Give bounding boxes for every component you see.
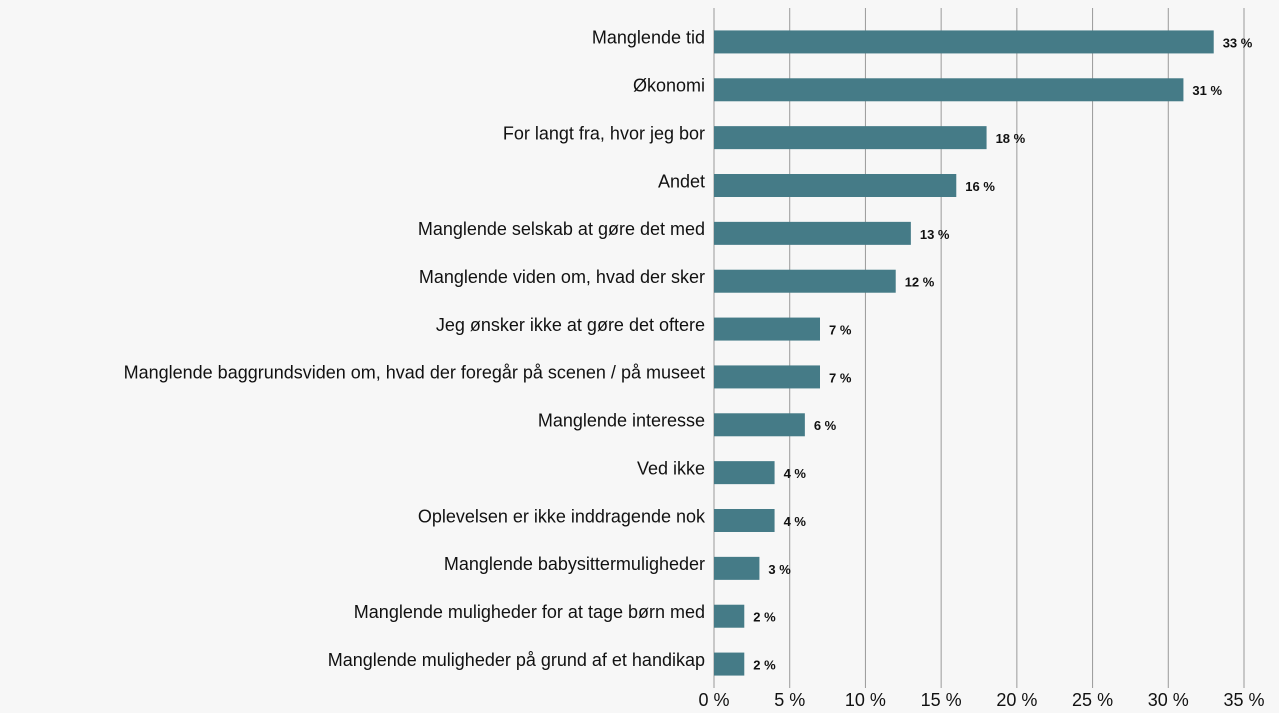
category-label: Manglende tid <box>592 28 705 48</box>
value-label: 12 % <box>905 275 935 290</box>
value-label: 3 % <box>768 562 791 577</box>
category-label: Jeg ønsker ikke at gøre det oftere <box>436 315 705 335</box>
value-label: 7 % <box>829 323 852 338</box>
x-tick-label: 0 % <box>698 690 729 710</box>
category-label: Manglende muligheder for at tage børn me… <box>354 602 705 622</box>
category-label: Andet <box>658 171 705 191</box>
bar <box>714 509 775 532</box>
value-label: 18 % <box>996 131 1026 146</box>
category-label: Manglende viden om, hvad der sker <box>419 267 705 287</box>
category-label: Manglende babysittermuligheder <box>444 554 705 574</box>
value-label: 16 % <box>965 179 995 194</box>
value-label: 4 % <box>784 466 807 481</box>
bar <box>714 461 775 485</box>
x-tick-label: 5 % <box>774 690 805 710</box>
x-tick-label: 20 % <box>996 690 1037 710</box>
x-tick-label: 30 % <box>1148 690 1189 710</box>
x-tick-label: 15 % <box>921 690 962 710</box>
bar <box>714 556 760 580</box>
value-label: 13 % <box>920 227 950 242</box>
bar <box>714 30 1214 54</box>
bar <box>714 652 745 676</box>
value-label: 4 % <box>784 514 807 529</box>
category-label: Oplevelsen er ikke inddragende nok <box>418 506 706 526</box>
bar <box>714 174 957 197</box>
value-label: 2 % <box>753 610 776 625</box>
bar <box>714 269 896 293</box>
value-label: 2 % <box>753 658 776 673</box>
bar <box>714 413 805 437</box>
bar <box>714 126 987 150</box>
value-label: 6 % <box>814 418 837 433</box>
bar <box>714 365 820 389</box>
value-label: 33 % <box>1223 35 1253 50</box>
category-label: Ved ikke <box>637 458 705 478</box>
category-label: Manglende muligheder på grund af et hand… <box>328 650 705 670</box>
x-tick-label: 10 % <box>845 690 886 710</box>
category-label: Manglende baggrundsviden om, hvad der fo… <box>124 363 705 383</box>
x-tick-label: 35 % <box>1223 690 1264 710</box>
bar <box>714 317 820 341</box>
category-label: Manglende interesse <box>538 411 705 431</box>
bar <box>714 604 745 628</box>
category-label: For langt fra, hvor jeg bor <box>503 123 705 143</box>
value-label: 31 % <box>1192 83 1222 98</box>
bar <box>714 78 1184 102</box>
category-label: Økonomi <box>633 76 705 96</box>
x-tick-label: 25 % <box>1072 690 1113 710</box>
category-label: Manglende selskab at gøre det med <box>418 219 705 239</box>
value-label: 7 % <box>829 370 852 385</box>
bar <box>714 221 911 245</box>
